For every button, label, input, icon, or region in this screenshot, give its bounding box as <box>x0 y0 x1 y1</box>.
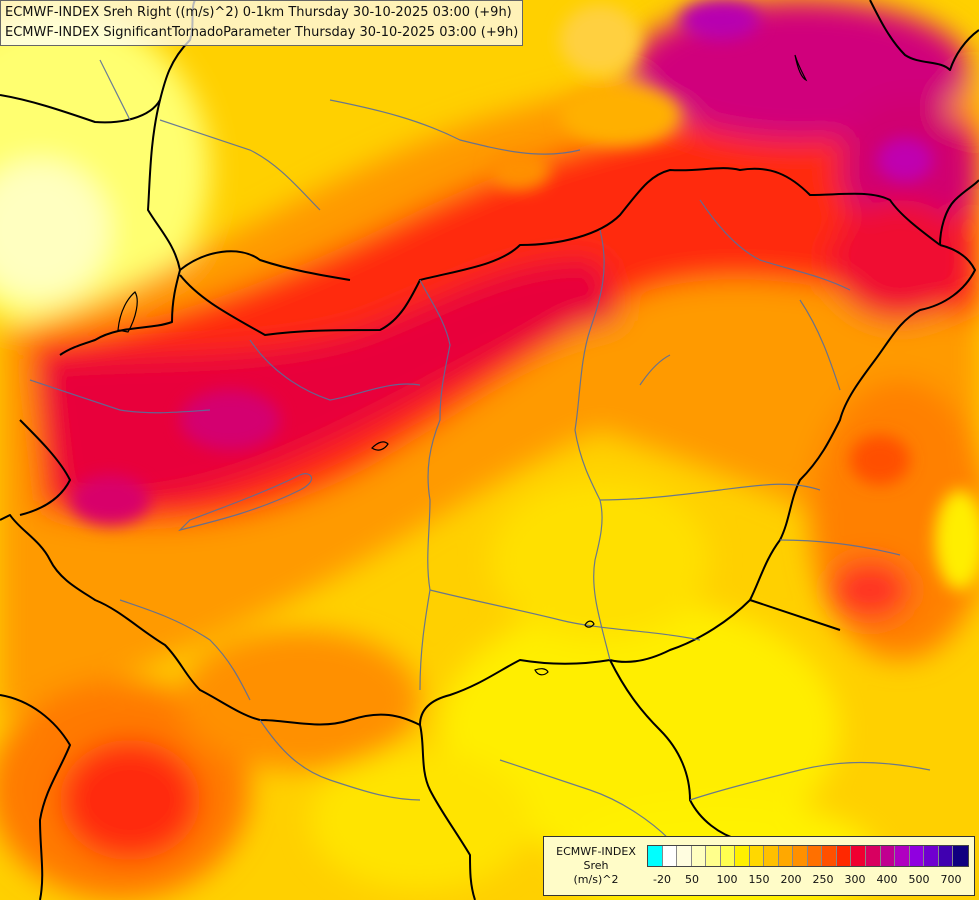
legend-swatch <box>807 846 823 866</box>
legend-swatch <box>924 846 939 866</box>
legend-tick-label: 700 <box>940 873 962 886</box>
legend-swatch <box>677 846 692 866</box>
legend-title: ECMWF-INDEX Sreh (m/s)^2 <box>548 845 644 887</box>
legend-swatch <box>895 846 910 866</box>
legend-tick-label: 150 <box>748 873 770 886</box>
legend-swatch <box>793 846 808 866</box>
legend-swatch <box>836 846 852 866</box>
legend-swatch <box>822 846 837 866</box>
legend-swatch <box>706 846 721 866</box>
legend-swatch <box>865 846 881 866</box>
legend-swatch <box>880 846 896 866</box>
lakes <box>117 54 808 676</box>
legend-tick-label: 250 <box>812 873 834 886</box>
color-legend: ECMWF-INDEX Sreh (m/s)^2 -20 50 100 150 200 2… <box>543 836 975 896</box>
legend-tick-labels: -20 50 100 150 200 250 300 400 500 700 <box>647 873 967 889</box>
legend-swatch <box>953 846 968 866</box>
legend-swatch <box>778 846 794 866</box>
legend-tick-label: -20 <box>653 873 671 886</box>
legend-swatch <box>749 846 765 866</box>
legend-tick-label: 400 <box>876 873 898 886</box>
legend-title-line-1: ECMWF-INDEX <box>556 845 636 858</box>
legend-swatch <box>938 846 954 866</box>
legend-tick-label: 300 <box>844 873 866 886</box>
legend-tick-label: 500 <box>908 873 930 886</box>
legend-swatch <box>720 846 736 866</box>
map-title-line-2: ECMWF-INDEX SignificantTornadoParameter … <box>5 25 519 40</box>
legend-tick-label: 200 <box>780 873 802 886</box>
legend-swatch <box>662 846 678 866</box>
legend-swatch <box>691 846 707 866</box>
legend-title-line-3: (m/s)^2 <box>573 873 619 886</box>
legend-swatch <box>648 846 663 866</box>
legend-title-line-2: Sreh <box>583 859 609 872</box>
legend-color-bar <box>647 845 969 867</box>
map-title-box: ECMWF-INDEX Sreh Right ((m/s)^2) 0-1km T… <box>0 0 524 46</box>
map-title-line-1: ECMWF-INDEX Sreh Right ((m/s)^2) 0-1km T… <box>5 5 512 20</box>
legend-tick-label: 100 <box>716 873 738 886</box>
legend-tick-label: 50 <box>685 873 699 886</box>
legend-swatch <box>909 846 925 866</box>
rivers-and-regions <box>29 59 931 841</box>
legend-swatch <box>851 846 866 866</box>
legend-swatch <box>735 846 750 866</box>
legend-swatch <box>764 846 779 866</box>
